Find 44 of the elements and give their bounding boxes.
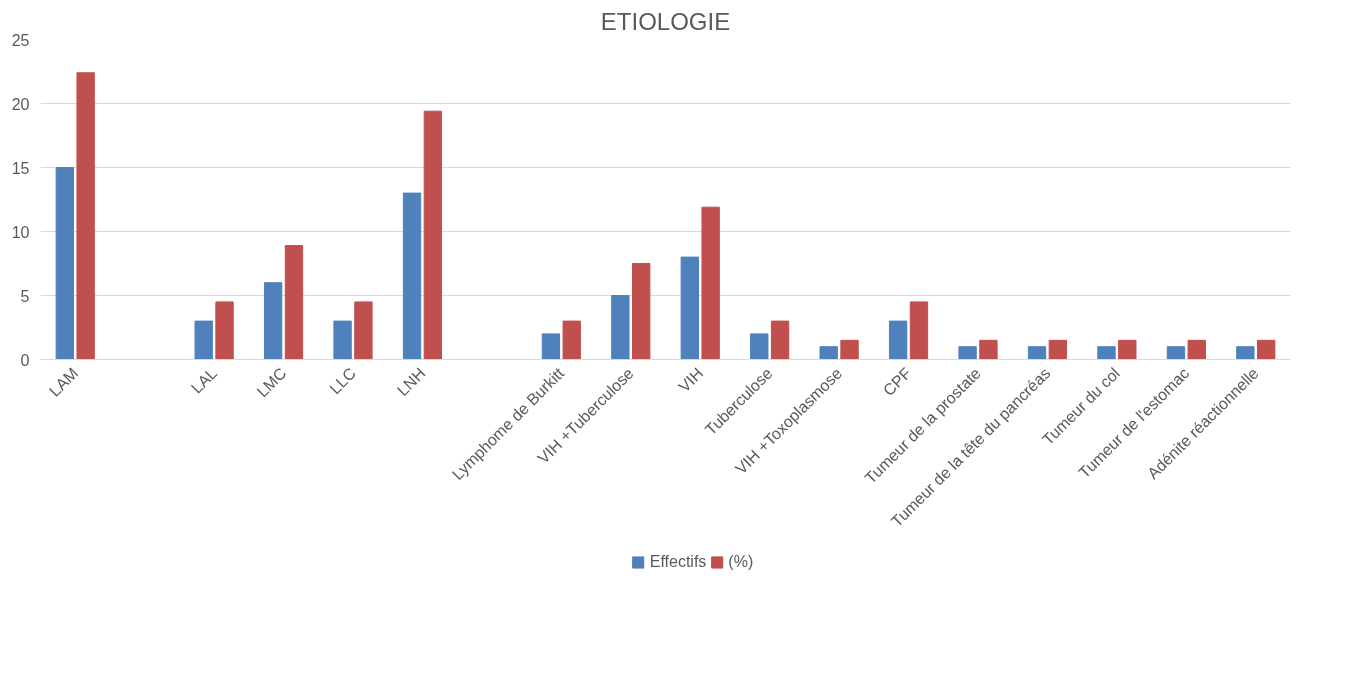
y-tick-label: 5 [20,287,30,305]
bar [750,333,769,360]
bar [909,301,929,360]
bar [284,245,304,360]
bar [1187,339,1206,360]
bar [1048,339,1068,360]
bar [263,282,283,360]
x-tick-label: LAL [187,364,221,397]
bar [1027,346,1047,360]
bar [888,320,908,360]
bar [1257,339,1276,360]
bar [76,72,95,360]
x-tick-label: LLC [326,364,360,398]
bar [215,301,234,360]
bar [1097,346,1116,360]
bar [979,339,998,360]
y-tick-label: 10 [11,223,30,241]
bar [701,206,720,360]
bar [333,320,352,360]
bar [55,167,74,360]
legend-label: (%) [728,552,754,571]
bar [402,192,422,360]
chart-title: ETIOLOGIE [600,7,731,35]
bar [840,339,859,360]
bar [541,333,561,360]
bar [1166,346,1186,360]
bar [611,295,630,360]
bar [562,320,581,360]
bar [1118,339,1137,360]
bar [1236,346,1255,360]
bar [194,320,213,360]
y-tick-label: 20 [11,95,30,113]
bar [958,346,977,360]
y-tick-label: 25 [11,31,30,49]
y-tick-label: 0 [20,351,30,369]
bar [819,346,838,360]
y-tick-label: 15 [11,159,30,177]
legend-label: Effectifs [649,552,707,571]
bar [680,256,699,360]
bar [354,301,373,360]
bar [423,110,443,360]
bar [770,320,790,360]
x-tick-label: VIH [675,364,707,396]
bar [632,263,651,360]
